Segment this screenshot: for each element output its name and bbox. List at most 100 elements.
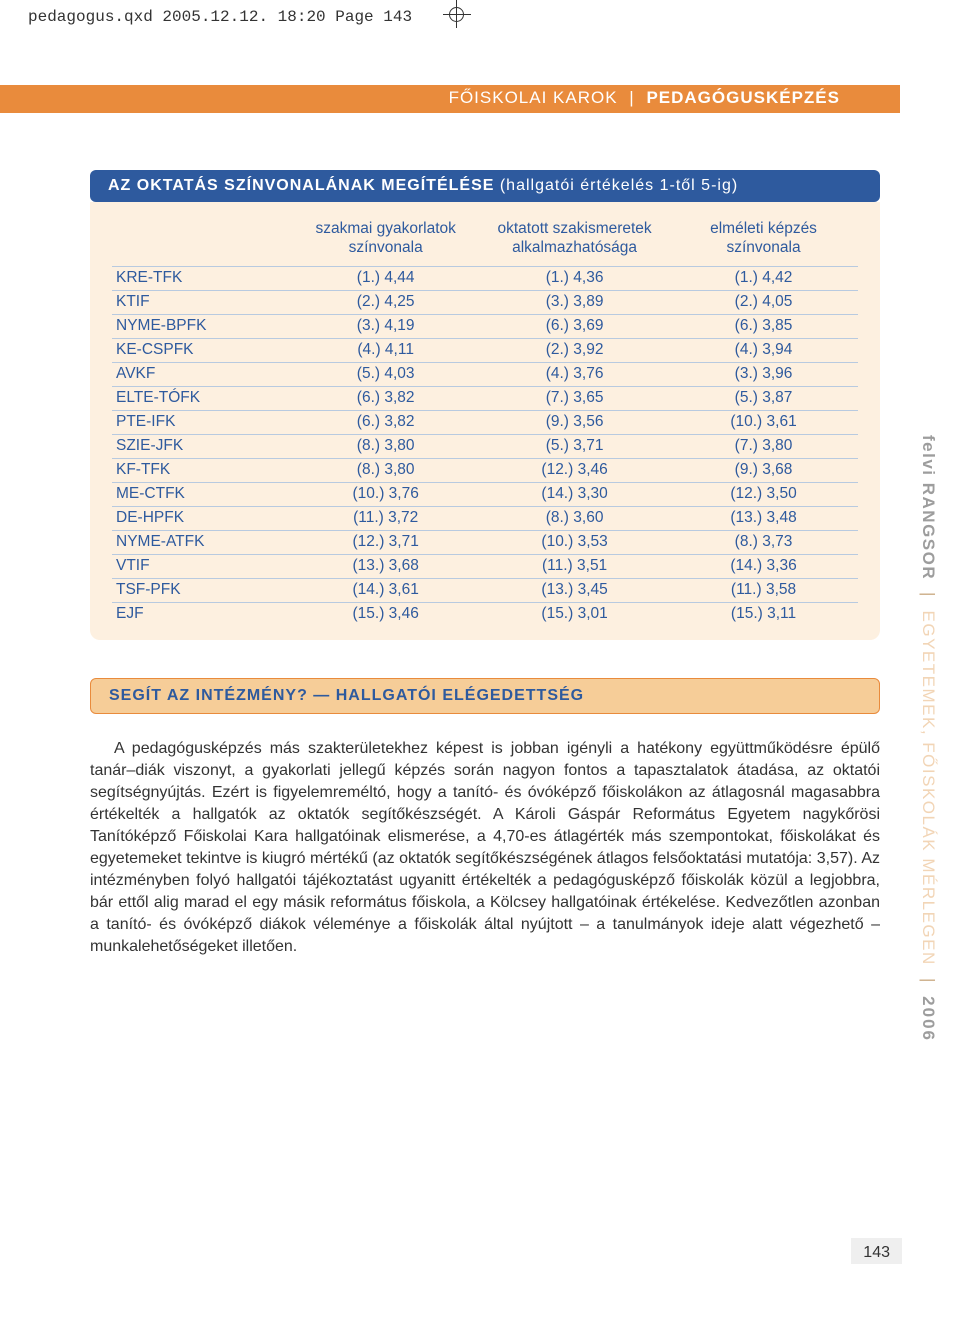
row-label: EJF: [112, 602, 291, 626]
row-label: ELTE-TÓFK: [112, 386, 291, 410]
table-row: SZIE-JFK(8.) 3,80(5.) 3,71(7.) 3,80: [112, 434, 858, 458]
row-value: (4.) 3,94: [669, 338, 858, 362]
row-value: (14.) 3,61: [291, 578, 480, 602]
row-value: (13.) 3,48: [669, 506, 858, 530]
row-value: (5.) 3,71: [480, 434, 669, 458]
row-label: SZIE-JFK: [112, 434, 291, 458]
side-rangsor: felvi RANGSOR: [919, 435, 938, 580]
row-value: (6.) 3,69: [480, 314, 669, 338]
row-value: (8.) 3,60: [480, 506, 669, 530]
row-value: (12.) 3,50: [669, 482, 858, 506]
section1-title-light: (hallgatói értékelés 1-től 5-ig): [494, 177, 738, 194]
table-row: KF-TFK(8.) 3,80(12.) 3,46(9.) 3,68: [112, 458, 858, 482]
page-header-bar: FŐISKOLAI KAROK | PEDAGÓGUSKÉPZÉS: [0, 85, 900, 113]
table-row: EJF(15.) 3,46(15.) 3,01(15.) 3,11: [112, 602, 858, 626]
row-value: (6.) 3,85: [669, 314, 858, 338]
table-row: DE-HPFK(11.) 3,72(8.) 3,60(13.) 3,48: [112, 506, 858, 530]
print-header: pedagogus.qxd 2005.12.12. 18:20 Page 143: [28, 8, 412, 26]
row-value: (3.) 3,89: [480, 290, 669, 314]
table-row: TSF-PFK(14.) 3,61(13.) 3,45(11.) 3,58: [112, 578, 858, 602]
row-value: (15.) 3,01: [480, 602, 669, 626]
row-value: (4.) 4,11: [291, 338, 480, 362]
side-margin-text: felvi RANGSOR | EGYETEMEK, FŐISKOLÁK MÉR…: [918, 435, 938, 1042]
table-row: PTE-IFK(6.) 3,82(9.) 3,56(10.) 3,61: [112, 410, 858, 434]
row-value: (15.) 3,11: [669, 602, 858, 626]
row-label: DE-HPFK: [112, 506, 291, 530]
row-label: AVKF: [112, 362, 291, 386]
row-value: (3.) 3,96: [669, 362, 858, 386]
row-value: (2.) 4,25: [291, 290, 480, 314]
row-label: KE-CSPFK: [112, 338, 291, 362]
table-row: KTIF(2.) 4,25(3.) 3,89(2.) 4,05: [112, 290, 858, 314]
row-value: (15.) 3,46: [291, 602, 480, 626]
row-value: (2.) 3,92: [480, 338, 669, 362]
page-header-text: FŐISKOLAI KAROK | PEDAGÓGUSKÉPZÉS: [449, 88, 840, 108]
row-value: (1.) 4,36: [480, 266, 669, 290]
row-value: (6.) 3,82: [291, 410, 480, 434]
row-label: VTIF: [112, 554, 291, 578]
row-value: (5.) 3,87: [669, 386, 858, 410]
side-sep1: |: [919, 592, 938, 598]
table-row: NYME-BPFK(3.) 4,19(6.) 3,69(6.) 3,85: [112, 314, 858, 338]
th-col4: elméleti képzésszínvonala: [669, 216, 858, 266]
row-value: (11.) 3,72: [291, 506, 480, 530]
row-value: (10.) 3,53: [480, 530, 669, 554]
row-value: (10.) 3,61: [669, 410, 858, 434]
row-label: NYME-ATFK: [112, 530, 291, 554]
row-value: (12.) 3,46: [480, 458, 669, 482]
row-value: (1.) 4,42: [669, 266, 858, 290]
section1-title: AZ OKTATÁS SZÍNVONALÁNAK MEGÍTÉLÉSE (hal…: [90, 170, 880, 202]
table-box: szakmai gyakorlatokszínvonala oktatott s…: [90, 202, 880, 640]
table-header-row: szakmai gyakorlatokszínvonala oktatott s…: [112, 216, 858, 266]
table-row: NYME-ATFK(12.) 3,71(10.) 3,53(8.) 3,73: [112, 530, 858, 554]
row-value: (11.) 3,58: [669, 578, 858, 602]
header-topic: PEDAGÓGUSKÉPZÉS: [646, 88, 840, 107]
page-number: 143: [851, 1238, 902, 1264]
row-value: (7.) 3,80: [669, 434, 858, 458]
table-row: ME-CTFK(10.) 3,76(14.) 3,30(12.) 3,50: [112, 482, 858, 506]
row-label: ME-CTFK: [112, 482, 291, 506]
row-label: NYME-BPFK: [112, 314, 291, 338]
row-label: KRE-TFK: [112, 266, 291, 290]
th-col3: oktatott szakismeretekalkalmazhatósága: [480, 216, 669, 266]
row-value: (8.) 3,80: [291, 458, 480, 482]
row-value: (13.) 3,68: [291, 554, 480, 578]
row-value: (7.) 3,65: [480, 386, 669, 410]
table-row: AVKF(5.) 4,03(4.) 3,76(3.) 3,96: [112, 362, 858, 386]
row-value: (14.) 3,36: [669, 554, 858, 578]
row-label: PTE-IFK: [112, 410, 291, 434]
row-value: (12.) 3,71: [291, 530, 480, 554]
table-row: ELTE-TÓFK(6.) 3,82(7.) 3,65(5.) 3,87: [112, 386, 858, 410]
table-row: VTIF(13.) 3,68(11.) 3,51(14.) 3,36: [112, 554, 858, 578]
row-value: (6.) 3,82: [291, 386, 480, 410]
row-value: (14.) 3,30: [480, 482, 669, 506]
side-sub: EGYETEMEK, FŐISKOLÁK MÉRLEGEN: [919, 611, 938, 966]
row-value: (4.) 3,76: [480, 362, 669, 386]
table-row: KE-CSPFK(4.) 4,11(2.) 3,92(4.) 3,94: [112, 338, 858, 362]
row-value: (10.) 3,76: [291, 482, 480, 506]
row-value: (9.) 3,56: [480, 410, 669, 434]
side-sep2: |: [919, 978, 938, 984]
row-value: (3.) 4,19: [291, 314, 480, 338]
row-value: (8.) 3,73: [669, 530, 858, 554]
content-area: AZ OKTATÁS SZÍNVONALÁNAK MEGÍTÉLÉSE (hal…: [90, 170, 880, 959]
table-row: KRE-TFK(1.) 4,44(1.) 4,36(1.) 4,42: [112, 266, 858, 290]
row-label: KF-TFK: [112, 458, 291, 482]
row-label: KTIF: [112, 290, 291, 314]
header-sep: |: [629, 88, 634, 107]
row-value: (8.) 3,80: [291, 434, 480, 458]
row-value: (13.) 3,45: [480, 578, 669, 602]
row-value: (5.) 4,03: [291, 362, 480, 386]
row-value: (9.) 3,68: [669, 458, 858, 482]
body-paragraph: A pedagógusképzés más szakterületekhez k…: [90, 738, 880, 959]
side-year: 2006: [919, 996, 938, 1042]
table-body: KRE-TFK(1.) 4,44(1.) 4,36(1.) 4,42KTIF(2…: [112, 266, 858, 626]
row-value: (1.) 4,44: [291, 266, 480, 290]
th-col2: szakmai gyakorlatokszínvonala: [291, 216, 480, 266]
crop-mark-circle: [449, 7, 464, 22]
section2-title: SEGÍT AZ INTÉZMÉNY? — HALLGATÓI ELÉGEDET…: [90, 678, 880, 714]
th-empty: [112, 216, 291, 266]
section1-title-bold: AZ OKTATÁS SZÍNVONALÁNAK MEGÍTÉLÉSE: [108, 177, 494, 194]
row-label: TSF-PFK: [112, 578, 291, 602]
row-value: (2.) 4,05: [669, 290, 858, 314]
